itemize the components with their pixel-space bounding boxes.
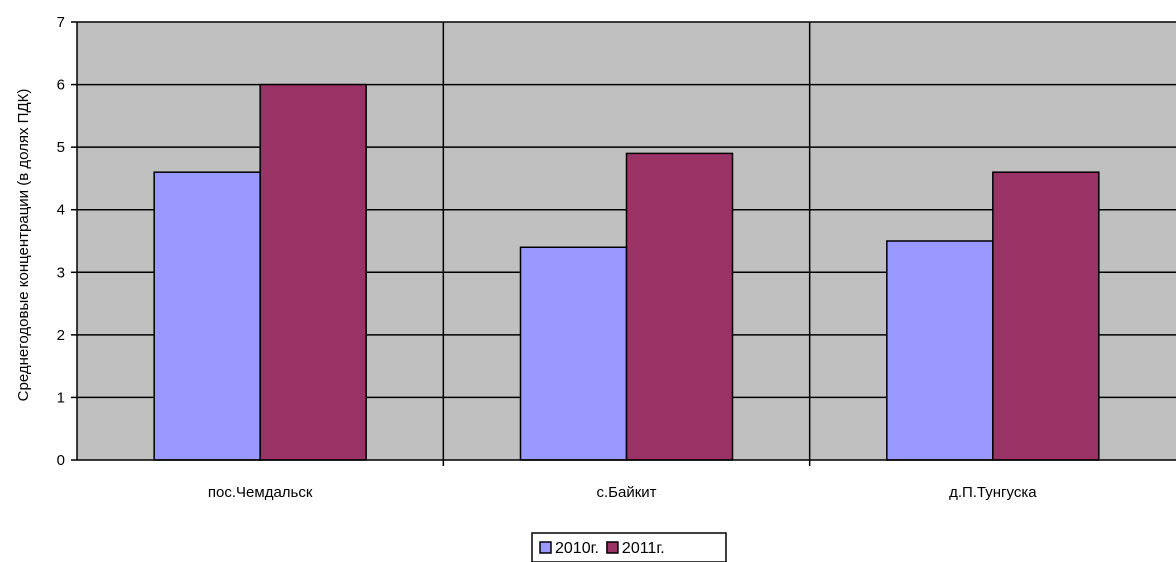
category-dividers [442,22,811,460]
bar-2011г.-д.П.Тунгуска [992,171,1100,461]
legend-box [531,532,727,562]
bars [153,83,1100,461]
y-axis-title: Среднегодовые концентрации (в долях ПДК) [15,89,32,402]
y-tick-label: 0 [57,452,65,469]
legend-label: 2010г. [555,540,599,557]
x-tick-labels: пос.Чемдальск с.Байкит д.П.Тунгуска [208,484,1037,501]
bar-2010г.-д.П.Тунгуска [886,240,994,461]
y-tick-label: 5 [57,139,65,156]
axes [71,21,1176,466]
bar-2011г.-с.Байкит [625,152,734,461]
x-tick-label: с.Байкит [596,484,656,501]
legend-label: 2011г. [622,540,665,557]
legend-swatch [539,541,552,554]
x-tick-label: пос.Чемдальск [208,484,313,501]
y-tick-label: 4 [57,202,65,219]
y-tick-label: 3 [57,264,65,281]
y-tick-label: 1 [57,389,65,406]
y-tick-label: 7 [57,14,65,31]
legend: 2010г. 2011г. [531,532,727,562]
legend-swatch [606,541,619,554]
bar-2010г.-с.Байкит [519,246,628,461]
y-tick-label: 2 [57,327,65,344]
bar-2011г.-пос.Чемдальск [259,83,367,461]
y-tick-labels: 0 1 2 3 4 5 6 7 [57,14,65,469]
y-tick-label: 6 [57,77,65,94]
bar-2010г.-пос.Чемдальск [153,171,261,461]
x-tick-label: д.П.Тунгуска [949,484,1037,501]
